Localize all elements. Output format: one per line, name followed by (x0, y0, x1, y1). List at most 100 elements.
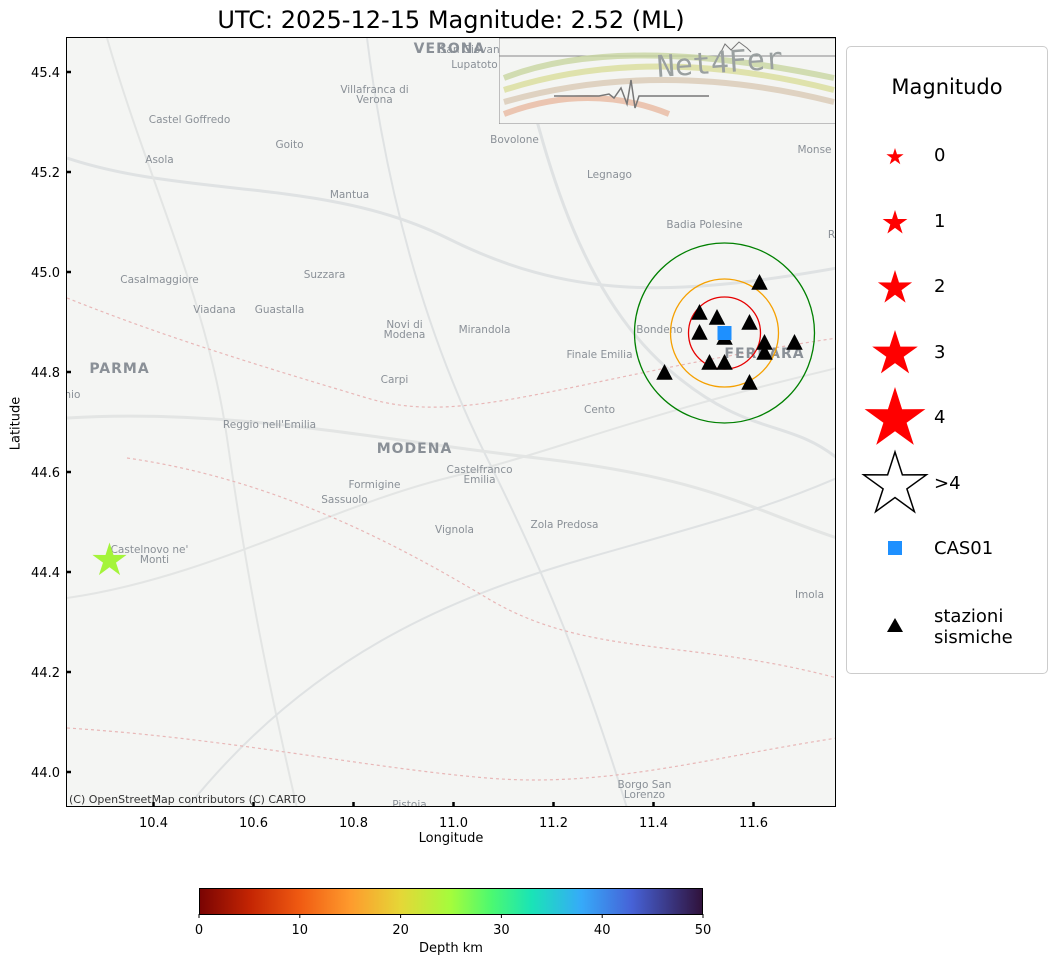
town-label: Verona (356, 94, 392, 106)
seismic-station-marker[interactable] (691, 324, 708, 340)
magnitude-legend: Magnitudo 0 1 2 3 4 >4 CAS01 stazioni sismiche (846, 46, 1048, 674)
town-label: Castel Goffredo (149, 114, 231, 126)
legend-title: Magnitudo (891, 75, 1003, 99)
x-tick-label: 10.8 (339, 816, 368, 831)
colorbar-tick-label: 0 (195, 923, 203, 938)
seismic-station-marker[interactable] (741, 374, 758, 390)
town-label: Suzzara (304, 269, 346, 281)
star-icon (847, 377, 943, 457)
seismic-station-marker[interactable] (701, 354, 718, 370)
seismic-station-marker[interactable] (691, 304, 708, 320)
town-label: Bovolone (490, 134, 539, 146)
seismic-station-marker[interactable] (708, 309, 726, 325)
town-label: PARMA (89, 361, 149, 377)
town-label: Imola (795, 589, 824, 601)
x-tick-label: 11.0 (439, 816, 468, 831)
town-label: Modena (384, 329, 426, 341)
chart-title: UTC: 2025-12-15 Magnitude: 2.52 (ML) (217, 6, 685, 34)
legend-item: 4 (847, 377, 1047, 457)
legend-item-label: >4 (934, 472, 961, 494)
town-label: San Giovanni (440, 44, 509, 56)
seismic-station-marker[interactable] (741, 314, 758, 330)
y-tick-label: 44.0 (31, 766, 60, 781)
seismic-station-marker[interactable] (756, 334, 773, 350)
y-axis-label: Latitude (8, 396, 24, 451)
town-label: Lorenzo (624, 789, 665, 801)
x-axis-label: Longitude (418, 831, 484, 846)
y-tick-label: 45.4 (31, 66, 60, 81)
y-tick-label: 44.6 (31, 466, 60, 481)
town-label: Cento (584, 404, 615, 416)
town-label: Villafranca di (340, 84, 408, 96)
legend-item: CAS01 (847, 508, 1047, 588)
town-label: Legnago (587, 169, 632, 181)
town-label: Badia Polesine (666, 219, 742, 231)
y-tick-label: 45.2 (31, 166, 60, 181)
town-label: Monse (797, 144, 831, 156)
town-label: Mirandola (459, 324, 511, 336)
legend-item: 2 (847, 246, 1047, 326)
legend-item-label: CAS01 (934, 538, 994, 559)
y-tick-label: 45.0 (31, 266, 60, 281)
town-label: Mantua (330, 189, 369, 201)
town-label: Goito (275, 139, 303, 151)
town-label: Finale Emilia (566, 349, 632, 361)
epicenter-star[interactable] (92, 542, 127, 576)
star-icon (847, 312, 943, 392)
seismic-station-marker[interactable] (751, 274, 768, 290)
town-label: Casalmaggiore (120, 274, 198, 286)
colorbar-tick-label: 30 (493, 923, 510, 938)
town-label: Reggio nell'Emilia (223, 419, 316, 431)
town-label: Vignola (435, 524, 474, 536)
y-tick-label: 44.4 (31, 566, 60, 581)
colorbar-ticks: 0 10 20 30 40 50 (195, 914, 711, 938)
town-label: chio (67, 389, 80, 401)
x-tick-label: 10.4 (139, 816, 168, 831)
legend-item-label: 3 (934, 341, 946, 363)
seismic-station-marker[interactable] (756, 344, 773, 360)
legend-item: 0 (847, 115, 1047, 195)
town-label: Sassuolo (321, 494, 367, 506)
star-icon (847, 246, 943, 326)
town-label: Castelnovo ne' (111, 544, 189, 556)
legend-item-label: stazioni sismiche (934, 605, 1013, 648)
x-tick-label: 11.6 (739, 816, 768, 831)
x-tick-label: 11.4 (639, 816, 668, 831)
square-icon (847, 508, 943, 588)
town-label: Formigine (348, 479, 400, 491)
town-label: Pistoia (392, 799, 426, 807)
legend-item-label: 1 (934, 210, 946, 232)
town-label: Guastalla (255, 304, 305, 316)
colorbar-tick-label: 10 (292, 923, 309, 938)
plot-layer (92, 242, 816, 576)
x-tick-label: 10.6 (239, 816, 268, 831)
seismic-station-marker[interactable] (786, 334, 803, 350)
legend-item-label: 2 (934, 276, 946, 297)
town-label: Lupatoto (451, 59, 498, 71)
star-icon (847, 443, 943, 523)
town-label: VERONA (414, 41, 486, 57)
town-label: MODENA (377, 441, 453, 457)
town-label: Novi di (386, 319, 422, 331)
seismic-station-marker[interactable] (716, 354, 733, 370)
cas01-station-marker[interactable] (717, 326, 732, 340)
distance-ring (669, 278, 780, 388)
basemap-layer: GardaVERONASan GiovanniLupatotoVillafran… (67, 38, 835, 807)
legend-item: 3 (847, 312, 1047, 392)
triangle-icon (847, 586, 943, 666)
depth-colorbar (199, 888, 703, 915)
colorbar-label: Depth km (419, 941, 483, 956)
legend-item-label: 0 (934, 145, 946, 166)
y-tick-label: 44.8 (31, 366, 60, 381)
distance-ring (633, 242, 816, 424)
y-tick-label: 44.2 (31, 666, 60, 681)
map-plot-area[interactable]: GardaVERONASan GiovanniLupatotoVillafran… (66, 37, 836, 807)
town-label: Emilia (463, 474, 495, 486)
star-icon (847, 181, 943, 261)
colorbar-tick-label: 20 (392, 923, 409, 938)
town-label: Carpi (381, 374, 409, 386)
colorbar-tick-label: 40 (594, 923, 611, 938)
net4fer-logo: Net4Fer (499, 38, 835, 124)
seismic-station-marker[interactable] (656, 364, 673, 380)
x-tick-label: 11.2 (539, 816, 568, 831)
